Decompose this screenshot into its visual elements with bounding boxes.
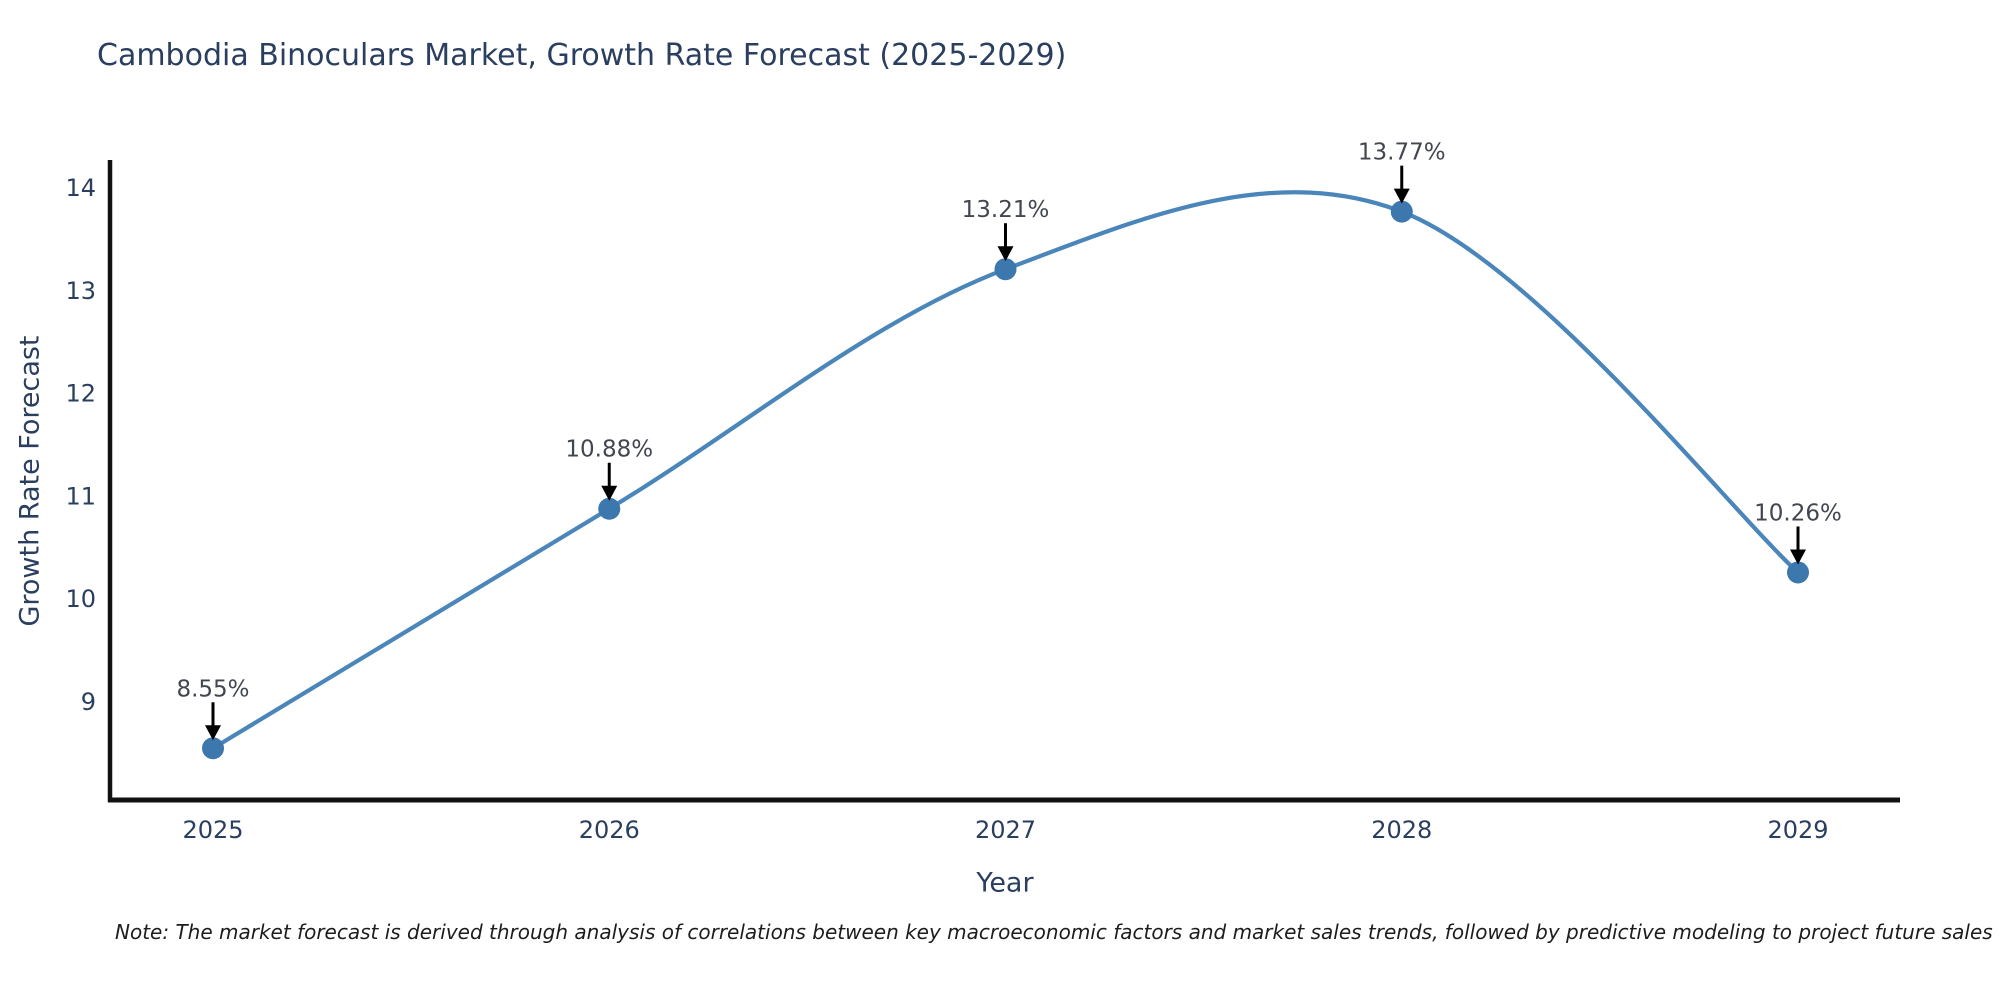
y-tick-label: 11: [65, 482, 96, 510]
y-tick-label: 9: [81, 688, 96, 716]
x-axis-title: Year: [976, 867, 1034, 899]
y-tick-label: 10: [65, 585, 96, 613]
point-value-label: 8.55%: [176, 676, 249, 702]
y-tick-label: 12: [65, 380, 96, 408]
x-tick-label: 2028: [1371, 816, 1432, 844]
point-value-label: 13.21%: [962, 197, 1050, 223]
point-value-label: 10.88%: [565, 437, 653, 463]
data-point-2027[interactable]: [994, 258, 1017, 281]
x-tick-label: 2027: [975, 816, 1036, 844]
x-tick-label: 2025: [182, 816, 243, 844]
point-value-label: 13.77%: [1358, 140, 1446, 166]
data-point-2026[interactable]: [598, 497, 621, 520]
point-value-label: 10.26%: [1754, 500, 1842, 526]
annotation-arrow-head: [1790, 549, 1806, 565]
data-point-2029[interactable]: [1787, 561, 1809, 584]
y-tick-label: 14: [65, 174, 96, 202]
footnote: Note: The market forecast is derived thr…: [115, 920, 1993, 944]
y-tick-label: 13: [65, 277, 96, 305]
data-point-2025[interactable]: [202, 737, 224, 760]
data-point-2028[interactable]: [1390, 200, 1413, 223]
chart-title: Cambodia Binoculars Market, Growth Rate …: [97, 38, 1067, 73]
x-tick-label: 2029: [1767, 816, 1828, 844]
annotation-arrow-head: [205, 725, 221, 741]
annotation-arrow-head: [997, 246, 1014, 262]
x-tick-label: 2026: [579, 816, 640, 844]
annotation-arrow-head: [601, 485, 618, 501]
annotation-arrow-head: [1393, 188, 1410, 204]
